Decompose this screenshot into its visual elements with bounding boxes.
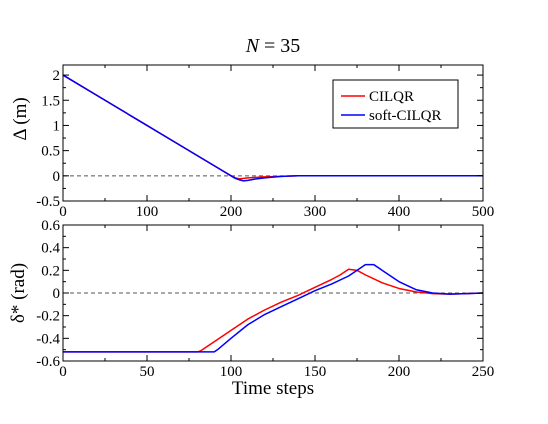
bottom-panel: 0 50 100 150 200 250 -0.6 -0.4 -0.2 0 0.2 0.4 0.6 xyxy=(36,218,494,380)
bottom-y-tick-label: 0.6 xyxy=(41,218,60,234)
legend: CILQR soft-CILQR xyxy=(332,79,459,129)
chart-title: N = 35 xyxy=(245,35,301,57)
legend-label-cilqr: CILQR xyxy=(369,89,414,105)
bottom-x-tick-label: 200 xyxy=(388,364,411,380)
bottom-y-tick-label: 0.2 xyxy=(41,263,60,279)
bottom-x-tick-label: 250 xyxy=(472,364,495,380)
bottom-y-axis-label: δ* (rad) xyxy=(8,263,29,323)
legend-label-soft-cilqr: soft-CILQR xyxy=(369,108,442,124)
bottom-series-line-cilqr xyxy=(63,268,484,353)
bottom-series-line-soft-cilqr xyxy=(63,263,484,353)
bottom-y-tick-label: 0 xyxy=(53,286,61,302)
chart-title-value: = 35 xyxy=(259,35,300,57)
top-y-tick-label: -0.5 xyxy=(36,194,60,210)
bottom-y-tick-label: 0.4 xyxy=(41,241,60,257)
bottom-x-tick-label: 100 xyxy=(220,364,243,380)
top-series-line-soft-cilqr xyxy=(62,74,483,182)
top-x-tick-label: 200 xyxy=(220,204,243,220)
chart-title-variable: N xyxy=(245,35,261,57)
bottom-y-tick-label: -0.4 xyxy=(36,331,60,347)
top-x-tick-label: 100 xyxy=(136,204,159,220)
top-y-tick-label: 0.5 xyxy=(41,144,60,160)
top-y-tick-label: 2 xyxy=(53,68,61,84)
bottom-x-tick-label: 0 xyxy=(59,364,67,380)
top-y-axis-label: Δ (m) xyxy=(10,97,31,140)
top-panel: 0 100 200 300 400 500-0.500.511.52 xyxy=(36,64,495,220)
top-y-tick-label: 1.5 xyxy=(41,93,60,109)
top-x-tick-label: 0 xyxy=(59,204,67,220)
top-x-tick-label: 400 xyxy=(388,204,411,220)
top-y-tick-label: 1 xyxy=(53,118,61,134)
top-x-tick-label: 300 xyxy=(304,204,327,220)
bottom-x-tick-label: 150 xyxy=(304,364,327,380)
top-x-tick-label: 500 xyxy=(472,204,495,220)
bottom-x-tick-label: 50 xyxy=(140,364,155,380)
top-y-tick-label: 0 xyxy=(53,169,61,185)
bottom-y-tick-label: -0.2 xyxy=(36,309,60,325)
bottom-y-tick-label: -0.6 xyxy=(36,354,60,370)
bottom-x-axis-label: Time steps xyxy=(232,378,314,399)
legend-box xyxy=(332,79,459,129)
